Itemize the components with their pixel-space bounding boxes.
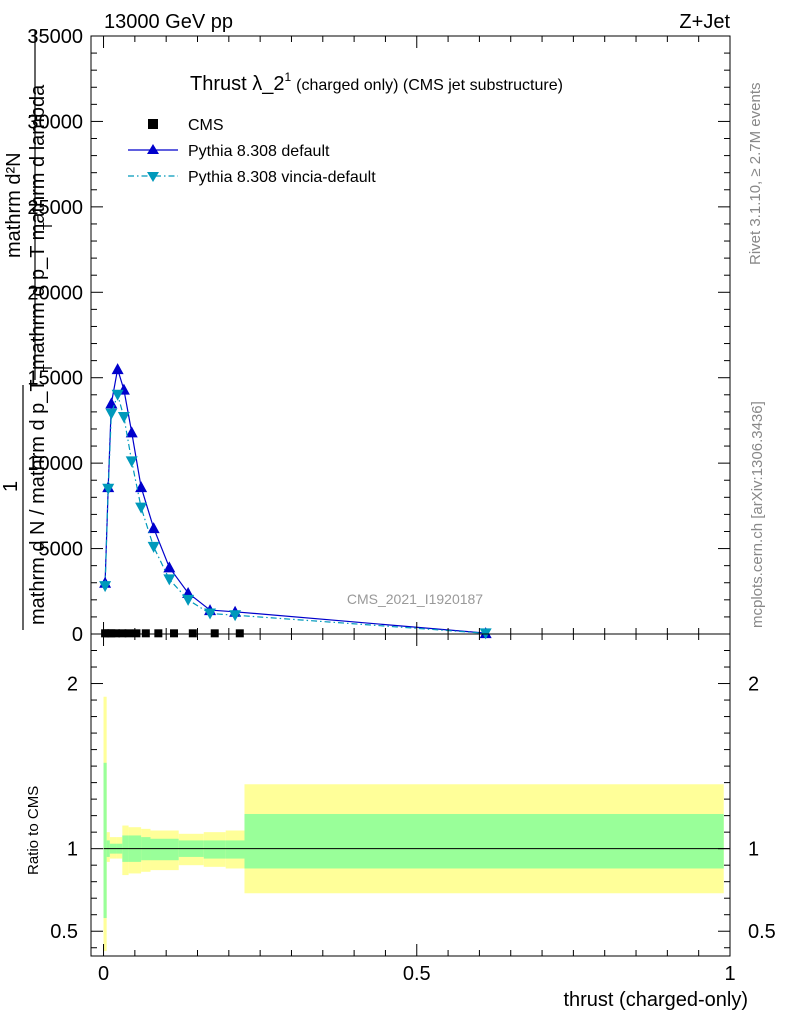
data-point-vincia-0	[99, 581, 112, 593]
data-point-cms-7	[141, 629, 150, 638]
y-label-lower-num: 1	[0, 481, 22, 492]
data-point-default-2	[105, 397, 118, 409]
data-point-vincia-7	[147, 541, 160, 553]
y-label-lower-den: mathrm d N / mathrm d p_T	[27, 379, 49, 625]
data-point-cms-10	[188, 629, 197, 638]
rivet-side-label: Rivet 3.1.10, ≥ 2.7M events	[747, 83, 764, 266]
data-point-cms-6	[132, 629, 141, 638]
x-tick-label-0: 0	[98, 963, 109, 985]
legend-label-vincia: Pythia 8.308 vincia-default	[188, 169, 376, 186]
y-tick-label-5: 25000	[27, 197, 83, 219]
x-tick-label-1: 0.5	[403, 963, 431, 985]
ratio-y-axis-label: Ratio to CMS	[25, 786, 42, 875]
x-tick-label-2: 1	[724, 963, 735, 985]
y-label-upper-sub: T	[40, 222, 55, 230]
data-point-vincia-4	[117, 412, 130, 424]
energy-label: 13000 GeV pp	[104, 11, 233, 33]
data-point-cms-3	[112, 629, 121, 638]
ratio-plot-frame	[90, 633, 731, 957]
y-label-upper-num: mathrm d²N	[3, 152, 25, 258]
data-point-cms-9	[170, 629, 179, 638]
ratio-tick-label-left-0: 0.5	[50, 921, 78, 943]
ratio-tick-label-right-2: 2	[748, 674, 759, 696]
main-plot: 0 5000 10000 15000 20000 25000 30000 35000 CMS_…	[0, 26, 731, 646]
data-point-default-6	[135, 481, 148, 493]
x-axis-label: thrust (charged-only)	[563, 989, 748, 1011]
y-tick-label-1: 5000	[39, 539, 84, 561]
ratio-tick-label-left-2: 2	[67, 674, 78, 696]
plot-title-sub: (charged only) (CMS jet substructure)	[296, 77, 563, 94]
y-label-lower-sub: T	[40, 364, 55, 372]
data-point-cms-2	[107, 629, 116, 638]
process-label: Z+Jet	[679, 11, 730, 33]
plot-title-sup: 1	[284, 70, 291, 84]
data-point-vincia-3	[111, 389, 124, 401]
data-point-cms-5	[124, 629, 133, 638]
data-point-cms-11	[210, 629, 219, 638]
data-point-vincia-10	[204, 608, 217, 620]
ratio-tick-label-left-1: 1	[67, 839, 78, 861]
ratio-band-green-0	[103, 762, 107, 919]
legend-label-default: Pythia 8.308 default	[188, 143, 330, 160]
data-point-default-3	[111, 363, 124, 375]
mcplots-side-label: mcplots.cern.ch [arXiv:1306.3436]	[749, 401, 766, 628]
y-tick-label-7: 35000	[27, 26, 83, 48]
legend-marker-default	[147, 144, 159, 154]
ratio-band-green-7	[150, 838, 179, 861]
data-point-vincia-1	[102, 483, 115, 495]
y-tick-label-4: 20000	[27, 282, 83, 304]
data-point-vincia-2	[105, 408, 118, 420]
ratio-tick-label-right-0: 0.5	[748, 921, 776, 943]
y-axis-label: mathrm d²N mathrm d p_T mathrm d lambda …	[0, 30, 55, 630]
y-tick-label-2: 10000	[27, 453, 83, 475]
data-point-vincia-5	[125, 456, 138, 468]
main-plot-frame	[90, 35, 731, 635]
data-point-default-7	[147, 522, 160, 534]
legend-marker-vincia	[147, 172, 159, 182]
legend-label-cms: CMS	[188, 117, 224, 134]
ratio-plot: 0 0.5 1 0.5 0.5 1 1 2 2 Ratio to CMS thrust (cha…	[25, 633, 776, 1011]
legend: CMS Pythia 8.308 default Pythia 8.308 vi…	[128, 117, 376, 186]
plot-title: Thrust λ_21 (charged only) (CMS jet subst…	[190, 70, 563, 95]
data-point-cms-8	[154, 629, 163, 638]
data-point-vincia-11	[229, 610, 242, 622]
ratio-band-green-10	[225, 840, 245, 859]
data-point-default-8	[163, 561, 176, 573]
y-tick-label-0: 0	[72, 624, 83, 646]
ratio-band-green-9	[203, 840, 226, 859]
data-point-cms-4	[118, 629, 127, 638]
data-point-vincia-9	[182, 594, 195, 606]
data-point-vincia-6	[135, 502, 148, 514]
y-tick-label-3: 15000	[27, 368, 83, 390]
ratio-band-green-11	[244, 813, 724, 869]
ratio-tick-label-right-1: 1	[748, 839, 759, 861]
y-label-upper-den: mathrm d p_T mathrm d lambda	[27, 84, 49, 370]
plot-title-main: Thrust λ_2	[190, 73, 284, 95]
y-tick-label-6: 30000	[27, 111, 83, 133]
legend-marker-cms	[148, 119, 158, 129]
watermark: CMS_2021_I1920187	[347, 591, 483, 607]
data-point-cms-12	[235, 629, 244, 638]
data-point-default-5	[125, 426, 138, 438]
data-point-vincia-8	[163, 574, 176, 586]
